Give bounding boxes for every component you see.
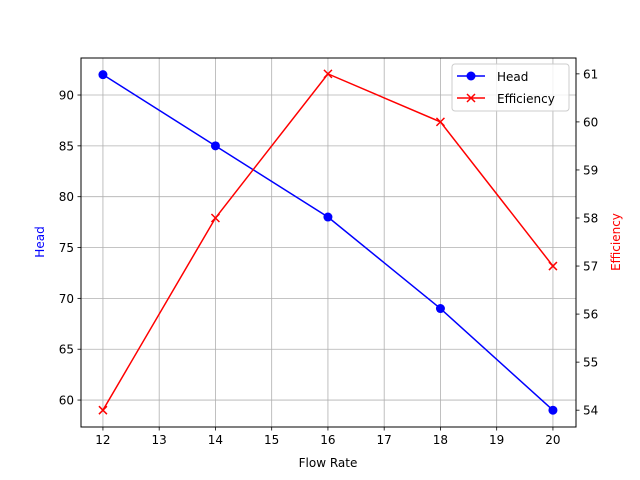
- x-tick-label: 20: [545, 433, 560, 447]
- x-tick-label: 14: [208, 433, 223, 447]
- y2-axis-label: Efficiency: [609, 213, 623, 271]
- circle-marker-icon: [210, 141, 220, 151]
- y2-tick-label: 55: [583, 356, 598, 370]
- y-axis-label: Head: [33, 226, 47, 257]
- y2-axis-ticks: 54 55 56 57 58 59 60 61: [576, 67, 598, 418]
- y2-tick-label: 60: [583, 115, 598, 129]
- y2-tick-label: 56: [583, 308, 598, 322]
- y-tick-label: 60: [59, 394, 74, 408]
- x-marker-icon: [210, 213, 220, 223]
- y2-tick-label: 59: [583, 163, 598, 177]
- circle-marker-icon: [466, 71, 476, 81]
- x-marker-icon: [323, 69, 333, 79]
- circle-marker-icon: [323, 212, 333, 222]
- legend-label-efficiency: Efficiency: [497, 92, 555, 106]
- circle-marker-icon: [98, 70, 108, 80]
- y2-tick-label: 54: [583, 404, 598, 418]
- x-tick-label: 18: [433, 433, 448, 447]
- axes-frame: [80, 57, 577, 428]
- y2-tick-label: 57: [583, 260, 598, 274]
- x-marker-icon: [466, 93, 476, 103]
- legend-label-head: Head: [497, 70, 528, 84]
- circle-marker-icon: [548, 405, 558, 415]
- y-tick-label: 90: [59, 89, 74, 103]
- x-tick-label: 16: [320, 433, 335, 447]
- legend-item-efficiency: Efficiency: [457, 92, 555, 106]
- y-tick-label: 75: [59, 241, 74, 255]
- x-axis-ticks: 12 13 14 15 16 17 18 19 20: [95, 427, 561, 447]
- x-tick-label: 19: [489, 433, 504, 447]
- x-tick-label: 17: [377, 433, 392, 447]
- circle-marker-icon: [435, 304, 445, 314]
- legend: Head Efficiency: [451, 63, 570, 112]
- y-axis-ticks: 60 65 70 75 80 85 90: [59, 89, 81, 408]
- x-tick-label: 15: [264, 433, 279, 447]
- legend-item-head: Head: [457, 70, 528, 84]
- y2-tick-label: 61: [583, 67, 598, 81]
- x-axis-label: Flow Rate: [299, 456, 358, 470]
- y-tick-label: 70: [59, 292, 74, 306]
- x-marker-icon: [98, 405, 108, 415]
- x-tick-label: 13: [152, 433, 167, 447]
- y-tick-label: 65: [59, 343, 74, 357]
- y-tick-label: 80: [59, 190, 74, 204]
- x-marker-icon: [435, 117, 445, 127]
- grid-lines: [81, 58, 576, 427]
- x-marker-icon: [548, 261, 558, 271]
- x-tick-label: 12: [95, 433, 110, 447]
- y-tick-label: 85: [59, 139, 74, 153]
- y2-tick-label: 58: [583, 211, 598, 225]
- plot-series: [98, 69, 558, 415]
